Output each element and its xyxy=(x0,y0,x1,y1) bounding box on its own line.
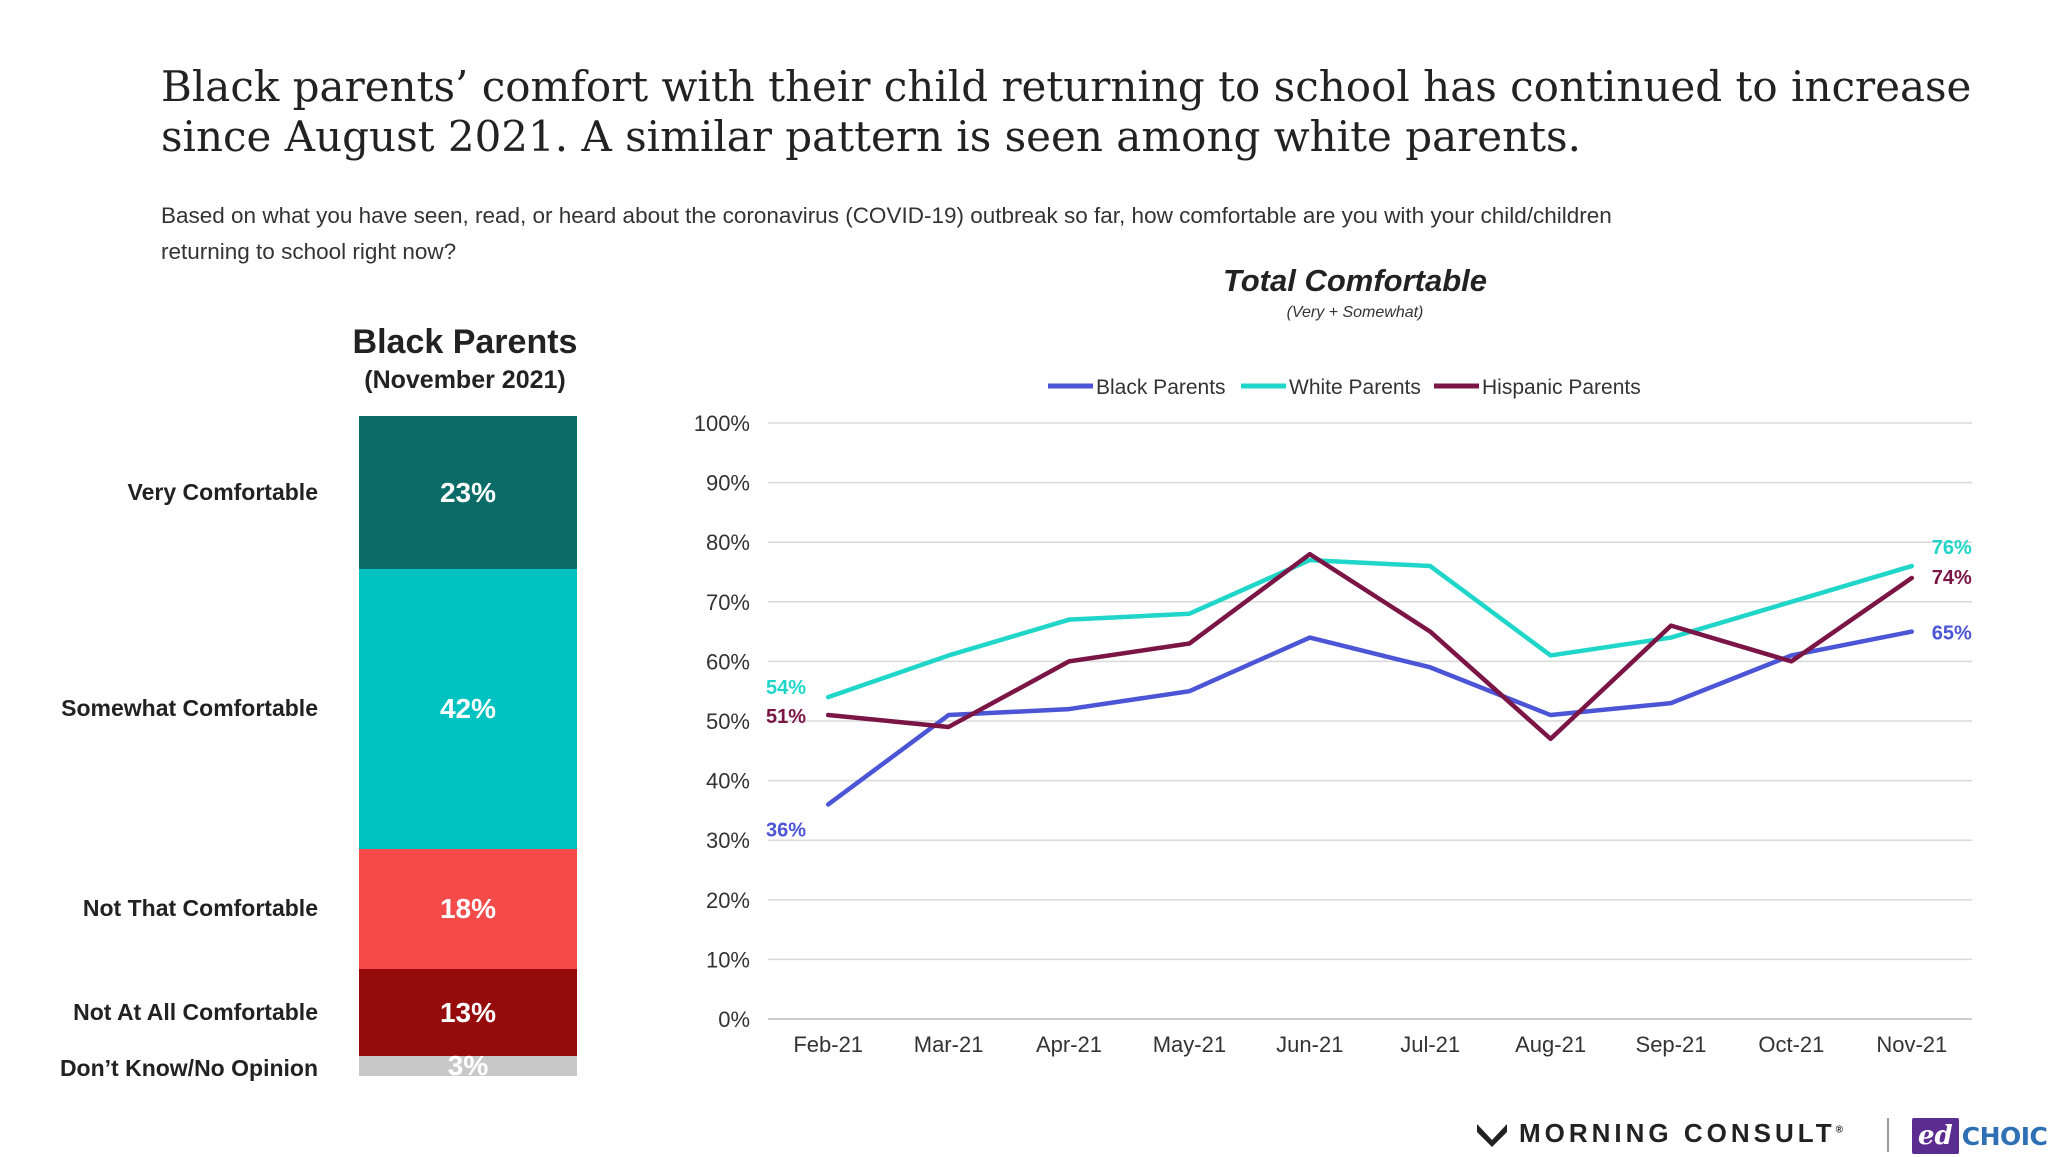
stacked-bar-title-text: Black Parents xyxy=(352,323,578,361)
y-tick-label: 50% xyxy=(706,709,750,734)
series-start-label: 51% xyxy=(766,706,806,728)
x-tick-label: Jul-21 xyxy=(1400,1032,1460,1057)
stacked-bar-title: Black Parents (November 2021) xyxy=(330,322,600,398)
stacked-segment-value: 18% xyxy=(439,893,497,925)
y-tick-label: 60% xyxy=(706,649,750,674)
series-end-label: 74% xyxy=(1932,567,1972,589)
stacked-segment-value: 3% xyxy=(447,1050,489,1081)
morning-consult-logo: MORNING CONSULT® xyxy=(1475,1118,1847,1149)
stacked-segment-value: 23% xyxy=(439,476,497,508)
legend-label: Black Parents xyxy=(1096,376,1226,399)
line-chart-title: Total Comfortable xyxy=(1223,263,1487,298)
series-line xyxy=(825,551,1915,742)
stacked-segment-value: 42% xyxy=(439,693,497,725)
y-tick-label: 20% xyxy=(706,888,750,913)
stacked-segment-value: 13% xyxy=(439,996,497,1028)
series-line xyxy=(825,557,1915,700)
series-end-label: 65% xyxy=(1932,623,1972,645)
edchoice-choice-text: CHOICE xyxy=(1961,1121,2048,1151)
edchoice-logo: ed CHOICE xyxy=(1912,1116,2048,1156)
stacked-segment-label: Very Comfortable xyxy=(127,478,318,505)
x-tick-label: Mar-21 xyxy=(914,1032,984,1057)
survey-question: Based on what you have seen, read, or he… xyxy=(161,198,1861,270)
morning-consult-mark-icon xyxy=(1477,1123,1507,1147)
title-line-1: Black parents’ comfort with their child … xyxy=(161,62,1972,111)
legend-label: White Parents xyxy=(1289,376,1421,399)
stacked-segment-4: 3% xyxy=(359,1050,577,1081)
morning-consult-name: MORNING CONSULT® xyxy=(1519,1118,1847,1148)
y-tick-label: 90% xyxy=(706,471,750,496)
series-end-label: 76% xyxy=(1932,537,1972,559)
page-title: Black parents’ comfort with their child … xyxy=(161,62,1981,162)
stacked-segment-2: 18% xyxy=(359,849,577,970)
y-tick-label: 80% xyxy=(706,530,750,555)
y-tick-label: 70% xyxy=(706,590,750,615)
y-tick-label: 100% xyxy=(694,411,750,436)
stacked-bar-subtitle: (November 2021) xyxy=(364,366,566,394)
x-tick-label: Aug-21 xyxy=(1515,1032,1586,1057)
stacked-segment-label: Not At All Comfortable xyxy=(73,998,318,1025)
stacked-segment-0: 23% xyxy=(359,416,577,570)
legend-label: Hispanic Parents xyxy=(1482,376,1641,399)
question-line-2: returning to school right now? xyxy=(161,239,457,264)
line-chart: Total Comfortable (Very + Somewhat) 0% 10% 2… xyxy=(694,263,1972,1057)
stacked-segment-1: 42% xyxy=(359,569,577,850)
series-line xyxy=(825,629,1915,807)
x-tick-label: Apr-21 xyxy=(1036,1032,1102,1057)
footer-divider xyxy=(1887,1118,1889,1152)
y-tick-label: 0% xyxy=(718,1007,750,1032)
edchoice-ed-mark: ed xyxy=(1912,1118,1959,1154)
question-line-1: Based on what you have seen, read, or he… xyxy=(161,203,1612,228)
x-tick-label: Sep-21 xyxy=(1636,1032,1707,1057)
x-tick-label: Oct-21 xyxy=(1758,1032,1824,1057)
y-tick-label: 10% xyxy=(706,947,750,972)
stacked-segment-3: 13% xyxy=(359,969,577,1056)
y-tick-label: 40% xyxy=(706,769,750,794)
stacked-segment-label: Somewhat Comfortable xyxy=(61,695,318,722)
x-tick-label: Jun-21 xyxy=(1276,1032,1343,1057)
title-line-2: since August 2021. A similar pattern is … xyxy=(161,112,1581,161)
x-tick-label: May-21 xyxy=(1153,1032,1226,1057)
stacked-segment-label: Not That Comfortable xyxy=(82,895,318,922)
y-tick-label: 30% xyxy=(706,828,750,853)
series-start-label: 54% xyxy=(766,677,806,699)
stacked-segment-label: Don’t Know/No Opinion xyxy=(59,1055,318,1081)
line-chart-subtitle: (Very + Somewhat) xyxy=(1287,304,1424,321)
series-start-label: 36% xyxy=(766,819,806,841)
x-tick-label: Feb-21 xyxy=(793,1032,863,1057)
x-tick-label: Nov-21 xyxy=(1876,1032,1947,1057)
